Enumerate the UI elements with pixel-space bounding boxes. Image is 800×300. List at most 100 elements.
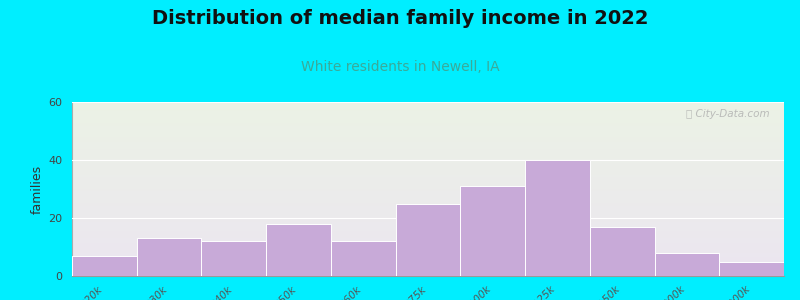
Bar	[72, 243, 784, 245]
Bar	[72, 111, 784, 112]
Bar	[72, 165, 784, 167]
Bar	[72, 219, 784, 220]
Bar	[72, 194, 784, 196]
Bar	[72, 163, 784, 165]
Bar	[72, 187, 784, 189]
Bar	[72, 220, 784, 222]
Bar	[72, 196, 784, 198]
Text: Distribution of median family income in 2022: Distribution of median family income in …	[152, 9, 648, 28]
Bar	[460, 186, 525, 276]
Bar	[525, 160, 590, 276]
Bar	[72, 161, 784, 163]
Bar	[72, 267, 784, 269]
Bar	[72, 256, 137, 276]
Bar	[72, 238, 784, 239]
Bar	[72, 118, 784, 119]
Bar	[72, 191, 784, 193]
Bar	[72, 172, 784, 173]
Bar	[72, 182, 784, 184]
Bar	[72, 193, 784, 194]
Bar	[72, 229, 784, 231]
Bar	[72, 257, 784, 259]
Bar	[72, 126, 784, 128]
Bar	[72, 200, 784, 201]
Bar	[72, 178, 784, 180]
Bar	[72, 185, 784, 187]
Bar	[72, 158, 784, 159]
Bar	[72, 154, 784, 156]
Bar	[72, 274, 784, 276]
Bar	[72, 224, 784, 226]
Bar	[72, 116, 784, 118]
Bar	[72, 213, 784, 215]
Bar	[72, 222, 784, 224]
Bar	[654, 253, 719, 276]
Bar	[72, 177, 784, 178]
Bar	[72, 114, 784, 116]
Bar	[72, 156, 784, 158]
Bar	[72, 109, 784, 111]
Bar	[72, 149, 784, 151]
Bar	[72, 106, 784, 107]
Bar	[331, 241, 396, 276]
Bar	[202, 241, 266, 276]
Bar	[72, 184, 784, 185]
Bar	[72, 205, 784, 206]
Bar	[72, 255, 784, 257]
Bar	[72, 234, 784, 236]
Bar	[72, 215, 784, 217]
Bar	[72, 259, 784, 260]
Bar	[72, 198, 784, 200]
Bar	[72, 170, 784, 172]
Text: White residents in Newell, IA: White residents in Newell, IA	[301, 60, 499, 74]
Bar	[72, 254, 784, 255]
Bar	[72, 252, 784, 254]
Bar	[72, 128, 784, 130]
Bar	[72, 250, 784, 252]
Bar	[72, 180, 784, 182]
Bar	[72, 168, 784, 170]
Bar	[72, 151, 784, 152]
Bar	[72, 241, 784, 243]
Bar	[72, 262, 784, 264]
Bar	[72, 112, 784, 114]
Bar	[72, 246, 784, 248]
Bar	[396, 203, 460, 276]
Bar	[72, 232, 784, 234]
Bar	[72, 272, 784, 274]
Y-axis label: families: families	[31, 164, 44, 214]
Bar	[137, 238, 202, 276]
Bar	[72, 130, 784, 132]
Bar	[72, 152, 784, 154]
Bar	[72, 201, 784, 203]
Bar	[719, 262, 784, 276]
Bar	[72, 140, 784, 142]
Bar	[72, 133, 784, 135]
Bar	[72, 269, 784, 271]
Bar	[72, 266, 784, 267]
Bar	[72, 135, 784, 137]
Bar	[72, 107, 784, 109]
Bar	[266, 224, 331, 276]
Bar	[72, 236, 784, 238]
Bar	[72, 248, 784, 250]
Bar	[72, 264, 784, 266]
Bar	[72, 121, 784, 123]
Bar	[72, 210, 784, 212]
Bar	[72, 167, 784, 168]
Bar	[72, 137, 784, 139]
Bar	[72, 245, 784, 246]
Bar	[72, 189, 784, 191]
Bar	[72, 173, 784, 175]
Bar	[72, 175, 784, 177]
Bar	[72, 203, 784, 205]
Text: Ⓢ City-Data.com: Ⓢ City-Data.com	[686, 109, 770, 119]
Bar	[72, 104, 784, 106]
Bar	[72, 119, 784, 121]
Bar	[590, 227, 654, 276]
Bar	[72, 208, 784, 210]
Bar	[72, 226, 784, 227]
Bar	[72, 159, 784, 161]
Bar	[72, 124, 784, 126]
Bar	[72, 206, 784, 208]
